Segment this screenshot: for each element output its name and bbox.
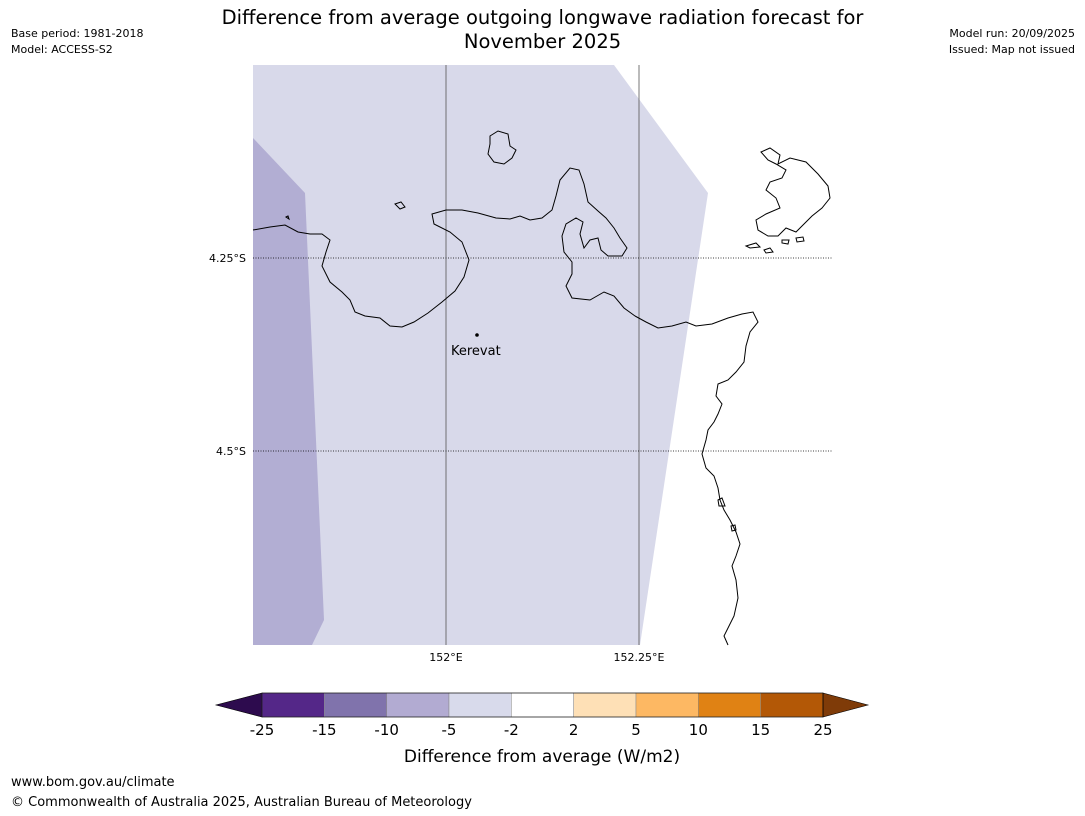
fill-medium-region [253, 138, 324, 645]
colorbar-tick-label: -5 [442, 721, 457, 739]
meta-left: Base period: 1981-2018 Model: ACCESS-S2 [11, 26, 143, 58]
colorbar-over-arrow [822, 692, 870, 718]
place-label: Kerevat [451, 344, 501, 359]
colorbar-segment [698, 692, 761, 718]
lat-label-4-5: 4.5°S [216, 445, 246, 458]
title-line-1: Difference from average outgoing longwav… [221, 6, 864, 29]
islet-east-3 [781, 239, 790, 245]
lat-label-4-25: 4.25°S [209, 252, 246, 265]
colorbar-tick-label: 10 [689, 721, 708, 739]
meta-right: Model run: 20/09/2025 Issued: Map not is… [949, 26, 1075, 58]
islet-coast-2 [730, 524, 737, 532]
issued-status: Issued: Map not issued [948, 43, 1075, 56]
colorbar-tick-label: -25 [250, 721, 275, 739]
colorbar-segments [261, 692, 824, 718]
islet-east-2 [763, 247, 774, 254]
lon-label-152: 152°E [429, 651, 462, 664]
graticule [253, 65, 832, 645]
place-marker [475, 333, 479, 337]
model-name: Model: ACCESS-S2 [11, 43, 113, 56]
lon-label-152-25: 152.25°E [614, 651, 665, 664]
colorbar-tick-label: -2 [504, 721, 519, 739]
coastlines [252, 130, 831, 646]
footer-url[interactable]: www.bom.gov.au/climate [11, 775, 175, 790]
footer-copyright: © Commonwealth of Australia 2025, Austra… [11, 795, 472, 810]
axis-labels: 4.25°S 4.5°S 152°E 152.25°E [209, 252, 664, 664]
colorbar-tick-label: 15 [751, 721, 770, 739]
colorbar-segment [261, 692, 325, 718]
base-period: Base period: 1981-2018 [11, 27, 144, 40]
legend-title: Difference from average (W/m2) [404, 747, 680, 767]
fill-light-region [253, 65, 708, 645]
colorbar-tick-label: 2 [569, 721, 579, 739]
colorbar-frame [261, 692, 824, 718]
islet-east-4 [795, 236, 805, 243]
colorbar-tick-label: -15 [312, 721, 337, 739]
title-line-2: November 2025 [463, 30, 622, 53]
page-title: Difference from average outgoing longwav… [180, 6, 905, 54]
islet-small [394, 201, 406, 210]
colorbar-segment [324, 692, 387, 718]
forecast-fill [253, 65, 708, 645]
colorbar: -25 -15 -10 -5 -2 2 5 10 15 25 Difference from av… [214, 692, 870, 767]
islet-dot [285, 215, 290, 221]
colorbar-segment [511, 692, 574, 718]
colorbar-tick-label: -10 [374, 721, 399, 739]
colorbar-tick-label: 5 [631, 721, 641, 739]
islet-coast [717, 497, 726, 507]
model-run: Model run: 20/09/2025 [949, 27, 1075, 40]
place-kerevat: Kerevat [451, 333, 501, 359]
colorbar-segment [760, 692, 824, 718]
colorbar-tick-label: 25 [813, 721, 832, 739]
colorbar-segment [573, 692, 637, 718]
colorbar-segment [386, 692, 450, 718]
coastline-main [252, 167, 759, 646]
island-north [487, 130, 517, 165]
island-northeast [755, 147, 831, 237]
colorbar-segment [448, 692, 512, 718]
colorbar-ticks: -25 -15 -10 -5 -2 2 5 10 15 25 [250, 721, 833, 739]
colorbar-under-arrow [214, 692, 263, 718]
islet-east-1 [744, 242, 762, 249]
colorbar-segment [635, 692, 699, 718]
